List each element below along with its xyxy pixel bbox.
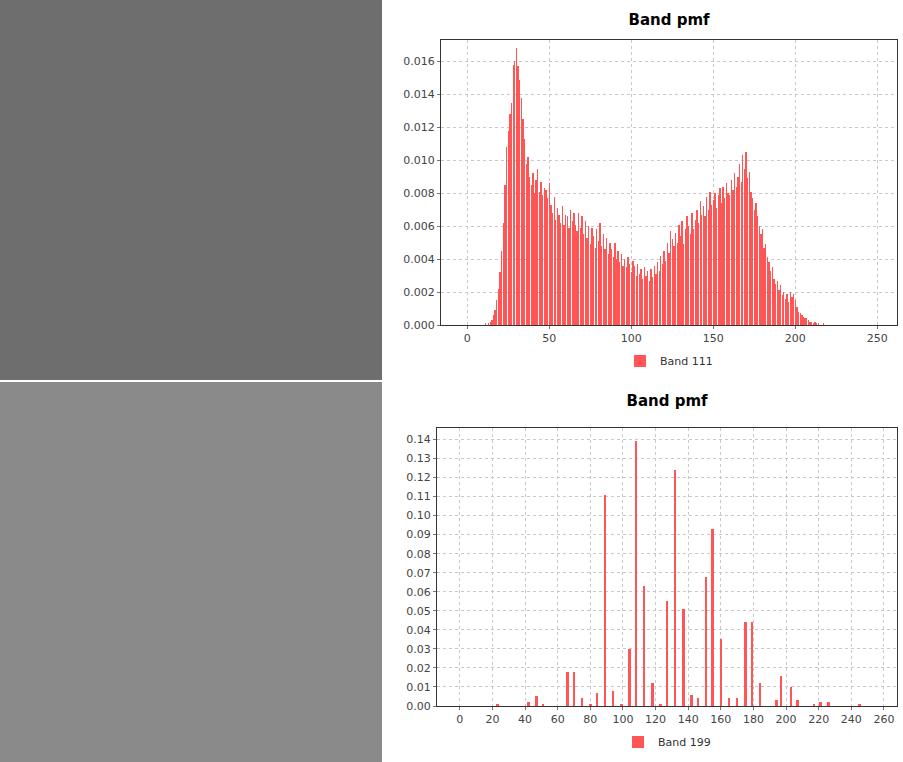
svg-text:100: 100 [621, 332, 642, 345]
svg-text:180: 180 [743, 713, 764, 726]
svg-text:Band pmf: Band pmf [626, 392, 708, 410]
svg-text:100: 100 [612, 713, 633, 726]
svg-text:0.02: 0.02 [406, 662, 431, 675]
svg-text:220: 220 [808, 713, 829, 726]
svg-text:200: 200 [785, 332, 806, 345]
svg-text:Band pmf: Band pmf [628, 11, 710, 29]
svg-text:120: 120 [645, 713, 666, 726]
svg-text:250: 250 [867, 332, 888, 345]
svg-text:0.13: 0.13 [406, 452, 431, 465]
svg-text:0.04: 0.04 [406, 624, 431, 637]
svg-text:0.09: 0.09 [406, 528, 431, 541]
svg-text:50: 50 [542, 332, 556, 345]
svg-text:0.002: 0.002 [403, 286, 435, 299]
svg-text:Band 111: Band 111 [660, 355, 713, 368]
svg-text:0.014: 0.014 [403, 88, 435, 101]
svg-text:80: 80 [583, 713, 597, 726]
svg-text:0.03: 0.03 [406, 643, 431, 656]
svg-text:140: 140 [678, 713, 699, 726]
svg-text:0.05: 0.05 [406, 605, 431, 618]
svg-text:20: 20 [485, 713, 499, 726]
svg-text:150: 150 [703, 332, 724, 345]
svg-text:0.000: 0.000 [403, 319, 435, 332]
svg-text:0.006: 0.006 [403, 220, 435, 233]
svg-text:0.012: 0.012 [403, 121, 435, 134]
svg-text:200: 200 [776, 713, 797, 726]
svg-text:260: 260 [873, 713, 894, 726]
svg-text:0.07: 0.07 [406, 567, 431, 580]
svg-text:240: 240 [841, 713, 862, 726]
svg-text:0.08: 0.08 [406, 548, 431, 561]
svg-text:0.12: 0.12 [406, 471, 431, 484]
svg-text:40: 40 [518, 713, 532, 726]
svg-text:0: 0 [464, 332, 471, 345]
svg-text:0.01: 0.01 [406, 681, 431, 694]
svg-text:0.00: 0.00 [406, 700, 431, 713]
svg-text:0.14: 0.14 [406, 433, 431, 446]
svg-text:0.016: 0.016 [403, 55, 435, 68]
svg-text:Band 199: Band 199 [658, 736, 711, 749]
svg-text:60: 60 [551, 713, 565, 726]
svg-text:0.010: 0.010 [403, 154, 435, 167]
svg-text:0.004: 0.004 [403, 253, 435, 266]
svg-text:0.008: 0.008 [403, 187, 435, 200]
svg-text:0.11: 0.11 [406, 490, 431, 503]
svg-text:0: 0 [456, 713, 463, 726]
svg-text:0.10: 0.10 [406, 509, 431, 522]
svg-text:0.06: 0.06 [406, 586, 431, 599]
svg-text:160: 160 [710, 713, 731, 726]
